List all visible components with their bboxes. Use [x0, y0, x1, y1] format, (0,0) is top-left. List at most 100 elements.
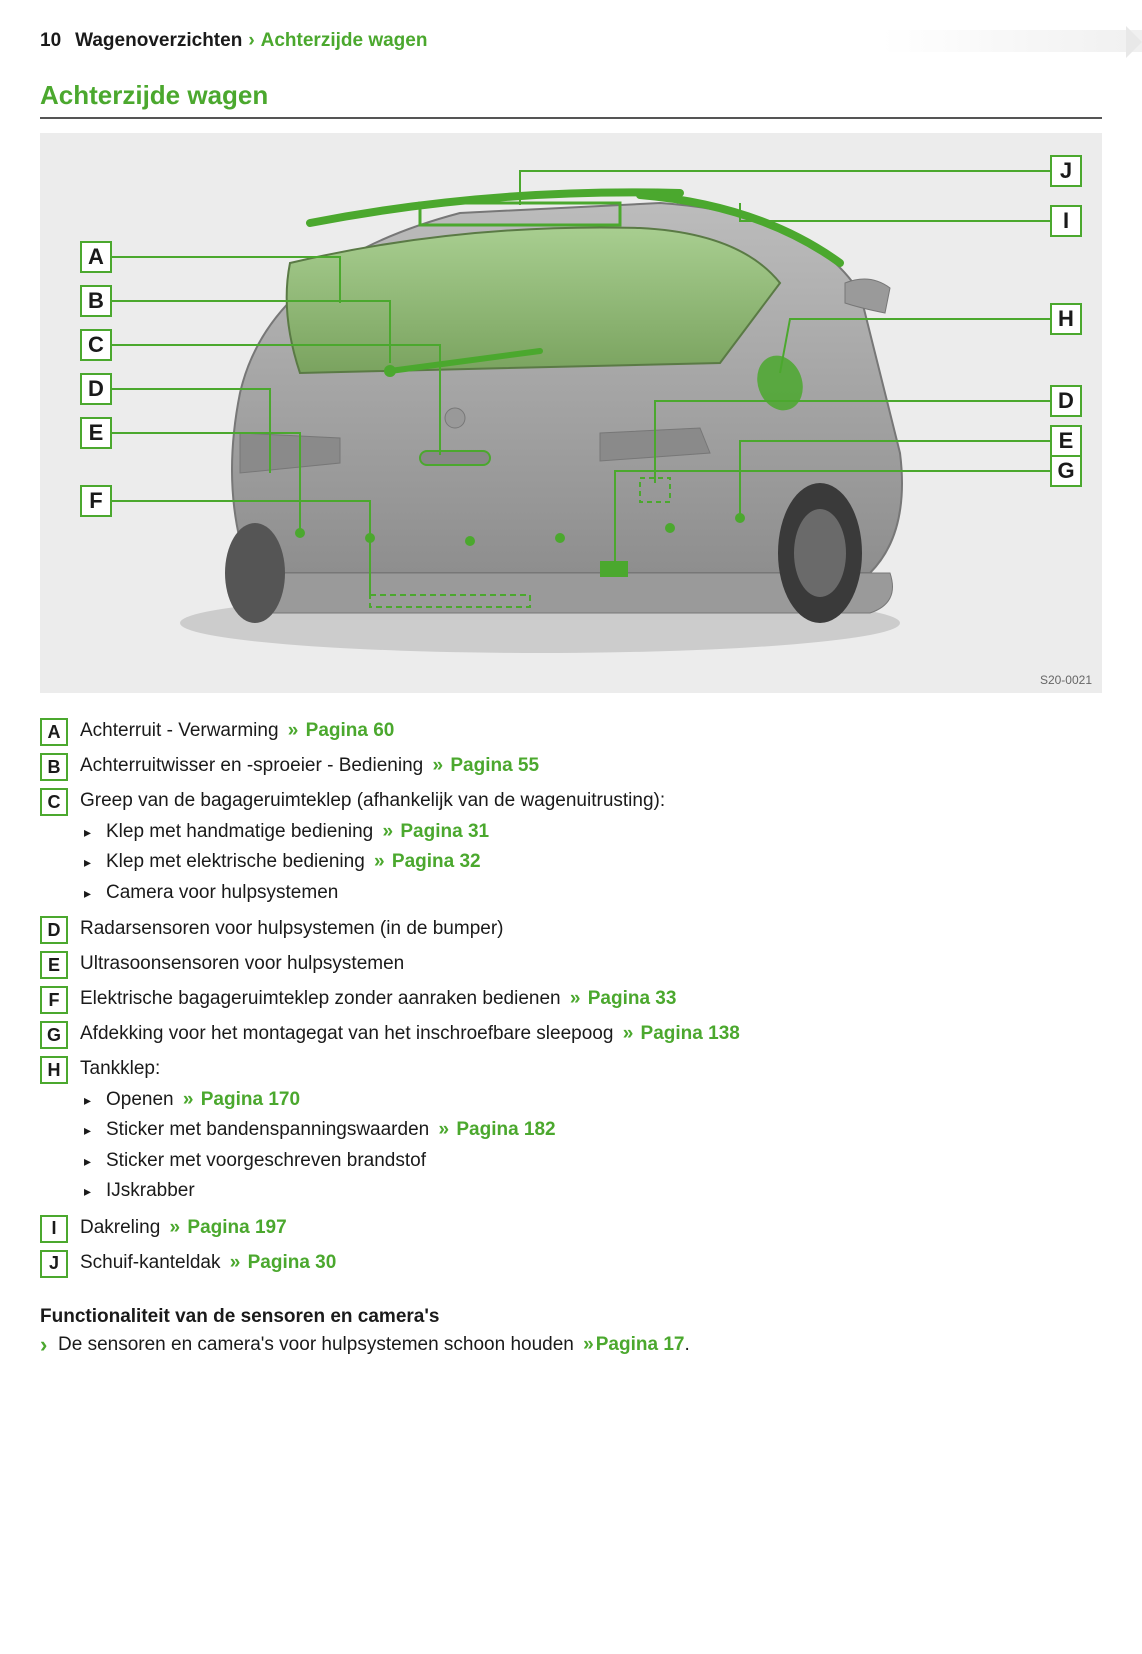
- legend-content: Dakreling » Pagina 197: [80, 1214, 1102, 1243]
- legend-text: Greep van de bagageruimteklep (afhankeli…: [80, 790, 665, 811]
- page-reference-link[interactable]: Pagina 197: [187, 1217, 286, 1238]
- legend-text: Schuif-kanteldak: [80, 1252, 220, 1273]
- legend-row-d: DRadarsensoren voor hulpsystemen (in de …: [40, 915, 1102, 944]
- page-reference-link[interactable]: Pagina 138: [641, 1023, 740, 1044]
- diagram-label-d-left: D: [80, 373, 112, 405]
- diagram-label-g-right: G: [1050, 455, 1082, 487]
- legend-subtext: Klep met elektrische bediening: [106, 851, 365, 872]
- legend-subitem: Camera voor hulpsystemen: [102, 879, 1102, 908]
- functionality-suffix: .: [684, 1334, 689, 1355]
- link-chevron-icon: »: [617, 1023, 638, 1044]
- diagram-label-f-left: F: [80, 485, 112, 517]
- legend-text: Elektrische bagageruimteklep zonder aanr…: [80, 988, 561, 1009]
- legend-row-c: C Greep van de bagageruimteklep (afhankel…: [40, 787, 1102, 909]
- legend-row-g: G Afdekking voor het montagegat van het i…: [40, 1020, 1102, 1049]
- legend-subitem: Sticker met bandenspanningswaarden » Pag…: [102, 1116, 1102, 1145]
- link-chevron-icon: »: [369, 851, 390, 872]
- diagram-label-d-right: D: [1050, 385, 1082, 417]
- legend-subtext: IJskrabber: [106, 1180, 195, 1201]
- legend-content: Achterruit - Verwarming » Pagina 60: [80, 717, 1102, 746]
- link-chevron-icon: »: [427, 755, 448, 776]
- legend-row-f: F Elektrische bagageruimteklep zonder aan…: [40, 985, 1102, 1014]
- diagram-label-i-right: I: [1050, 205, 1082, 237]
- diagram-code: S20-0021: [1040, 673, 1092, 687]
- functionality-section: Functionaliteit van de sensoren en camer…: [40, 1306, 1102, 1356]
- link-chevron-icon: »: [224, 1252, 245, 1273]
- legend-letter-c: C: [40, 788, 68, 816]
- legend-letter-f: F: [40, 986, 68, 1014]
- legend-letter-j: J: [40, 1250, 68, 1278]
- functionality-title: Functionaliteit van de sensoren en camer…: [40, 1306, 1102, 1328]
- page-reference-link[interactable]: Pagina 170: [201, 1089, 300, 1110]
- header-arrow-icon: [1126, 26, 1142, 58]
- legend-content: Elektrische bagageruimteklep zonder aanr…: [80, 985, 1102, 1014]
- car-diagram: ABCDEF JIHDEG S20-0021: [40, 133, 1102, 693]
- diagram-label-c-left: C: [80, 329, 112, 361]
- page-reference-link[interactable]: Pagina 182: [456, 1119, 555, 1140]
- diagram-label-e-right: E: [1050, 425, 1082, 457]
- legend-row-j: J Schuif-kanteldak » Pagina 30: [40, 1249, 1102, 1278]
- legend-subtext: Klep met handmatige bediening: [106, 821, 373, 842]
- legend-sublist: Klep met handmatige bediening » Pagina 3…: [80, 818, 1102, 908]
- legend-content: Tankklep:Openen » Pagina 170Sticker met …: [80, 1055, 1102, 1208]
- legend-subtext: Openen: [106, 1089, 174, 1110]
- page-reference-link[interactable]: Pagina 31: [400, 821, 489, 842]
- legend-subitem: IJskrabber: [102, 1177, 1102, 1206]
- link-chevron-icon: »: [377, 821, 398, 842]
- diagram-label-j-right: J: [1050, 155, 1082, 187]
- legend-letter-a: A: [40, 718, 68, 746]
- link-chevron-icon: »: [433, 1119, 454, 1140]
- page-header: 10 Wagenoverzichten › Achterzijde wagen: [40, 30, 1102, 52]
- page-reference-link[interactable]: Pagina 60: [306, 720, 395, 741]
- legend-text: Afdekking voor het montagegat van het in…: [80, 1023, 613, 1044]
- functionality-text: De sensoren en camera's voor hulpsysteme…: [58, 1334, 574, 1355]
- link-chevron-icon: »: [164, 1217, 185, 1238]
- diagram-label-h-right: H: [1050, 303, 1082, 335]
- legend-sublist: Openen » Pagina 170Sticker met bandenspa…: [80, 1086, 1102, 1206]
- legend-letter-i: I: [40, 1215, 68, 1243]
- car-rear-svg: [40, 133, 1102, 693]
- legend-text: Ultrasoonsensoren voor hulpsystemen: [80, 953, 404, 974]
- legend-subtext: Sticker met voorgeschreven brandstof: [106, 1150, 426, 1171]
- legend-text: Tankklep:: [80, 1058, 160, 1079]
- legend-row-b: BAchterruitwisser en -sproeier - Bedieni…: [40, 752, 1102, 781]
- diagram-label-b-left: B: [80, 285, 112, 317]
- legend-list: A Achterruit - Verwarming » Pagina 60 BAch…: [40, 717, 1102, 1278]
- legend-letter-h: H: [40, 1056, 68, 1084]
- breadcrumb-main: Wagenoverzichten: [75, 30, 242, 52]
- page-reference-link[interactable]: Pagina 55: [450, 755, 539, 776]
- legend-row-h: HTankklep:Openen » Pagina 170Sticker met…: [40, 1055, 1102, 1208]
- link-chevron-icon: »: [178, 1089, 199, 1110]
- legend-text: Radarsensoren voor hulpsystemen (in de b…: [80, 918, 504, 939]
- legend-subtext: Sticker met bandenspanningswaarden: [106, 1119, 429, 1140]
- legend-subtext: Camera voor hulpsystemen: [106, 882, 338, 903]
- legend-row-i: I Dakreling » Pagina 197: [40, 1214, 1102, 1243]
- breadcrumb-separator: ›: [248, 30, 254, 52]
- legend-subitem: Sticker met voorgeschreven brandstof: [102, 1147, 1102, 1176]
- page-reference-link[interactable]: Pagina 33: [588, 988, 677, 1009]
- functionality-ref[interactable]: Pagina 17: [596, 1334, 685, 1355]
- legend-text: Achterruitwisser en -sproeier - Bedienin…: [80, 755, 423, 776]
- legend-content: Ultrasoonsensoren voor hulpsystemen: [80, 950, 1102, 979]
- page-reference-link[interactable]: Pagina 30: [248, 1252, 337, 1273]
- legend-text: Achterruit - Verwarming: [80, 720, 279, 741]
- link-chevron-icon: »: [565, 988, 586, 1009]
- legend-subitem: Klep met elektrische bediening » Pagina …: [102, 848, 1102, 877]
- page-reference-link[interactable]: Pagina 32: [392, 851, 481, 872]
- legend-text: Dakreling: [80, 1217, 160, 1238]
- legend-row-e: E Ultrasoonsensoren voor hulpsystemen: [40, 950, 1102, 979]
- diagram-label-a-left: A: [80, 241, 112, 273]
- legend-content: Schuif-kanteldak » Pagina 30: [80, 1249, 1102, 1278]
- breadcrumb-sub: Achterzijde wagen: [261, 30, 428, 52]
- legend-letter-e: E: [40, 951, 68, 979]
- legend-subitem: Openen » Pagina 170: [102, 1086, 1102, 1115]
- link-chevron-icon: »: [283, 720, 304, 741]
- diagram-label-e-left: E: [80, 417, 112, 449]
- page-number: 10: [40, 30, 61, 52]
- section-title: Achterzijde wagen: [40, 80, 1102, 119]
- functionality-line: De sensoren en camera's voor hulpsysteme…: [40, 1334, 1102, 1356]
- legend-content: Radarsensoren voor hulpsystemen (in de b…: [80, 915, 1102, 944]
- link-chevron-icon: »: [583, 1334, 594, 1355]
- legend-letter-g: G: [40, 1021, 68, 1049]
- legend-content: Greep van de bagageruimteklep (afhankeli…: [80, 787, 1102, 909]
